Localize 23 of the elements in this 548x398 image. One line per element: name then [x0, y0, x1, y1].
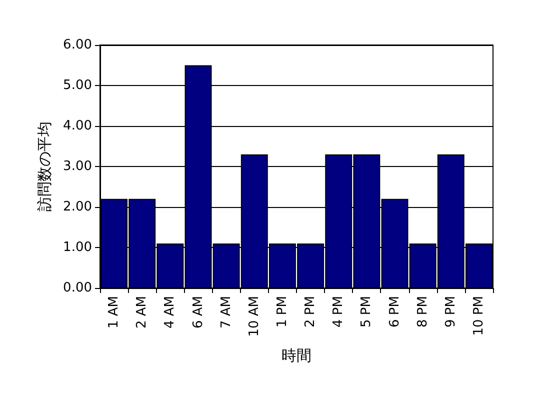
x-tick-label: 9 PM	[443, 296, 458, 328]
x-tick-label: 4 AM	[162, 296, 178, 329]
x-tick-label: 8 PM	[415, 296, 430, 328]
x-tick-label: 10 AM	[246, 296, 262, 337]
x-axis-title: 時間	[282, 346, 312, 364]
x-tick-label: 5 PM	[359, 296, 374, 328]
y-tick-label: 2.00	[63, 200, 92, 214]
y-axis-title: 訪問数の平均	[36, 122, 54, 212]
x-tick-label: 1 PM	[274, 296, 290, 328]
y-tick-label: 6.00	[63, 38, 92, 52]
y-tick-label: 1.00	[63, 240, 92, 255]
x-tick-label: 1 AM	[106, 296, 122, 329]
x-tick-label: 2 AM	[134, 296, 150, 329]
y-tick-label: 3.00	[63, 159, 92, 174]
y-tick-label: 0.00	[63, 280, 92, 296]
x-tick-label: 6 PM	[387, 296, 402, 328]
x-tick-label: 7 AM	[218, 296, 234, 329]
x-tick-label: 10 PM	[471, 296, 486, 336]
y-tick-label: 5.00	[63, 78, 92, 93]
x-tick-label: 2 PM	[303, 296, 318, 328]
y-tick-label: 4.00	[63, 118, 92, 134]
x-tick-label: 4 PM	[331, 296, 346, 328]
x-tick-label: 6 AM	[190, 296, 206, 329]
